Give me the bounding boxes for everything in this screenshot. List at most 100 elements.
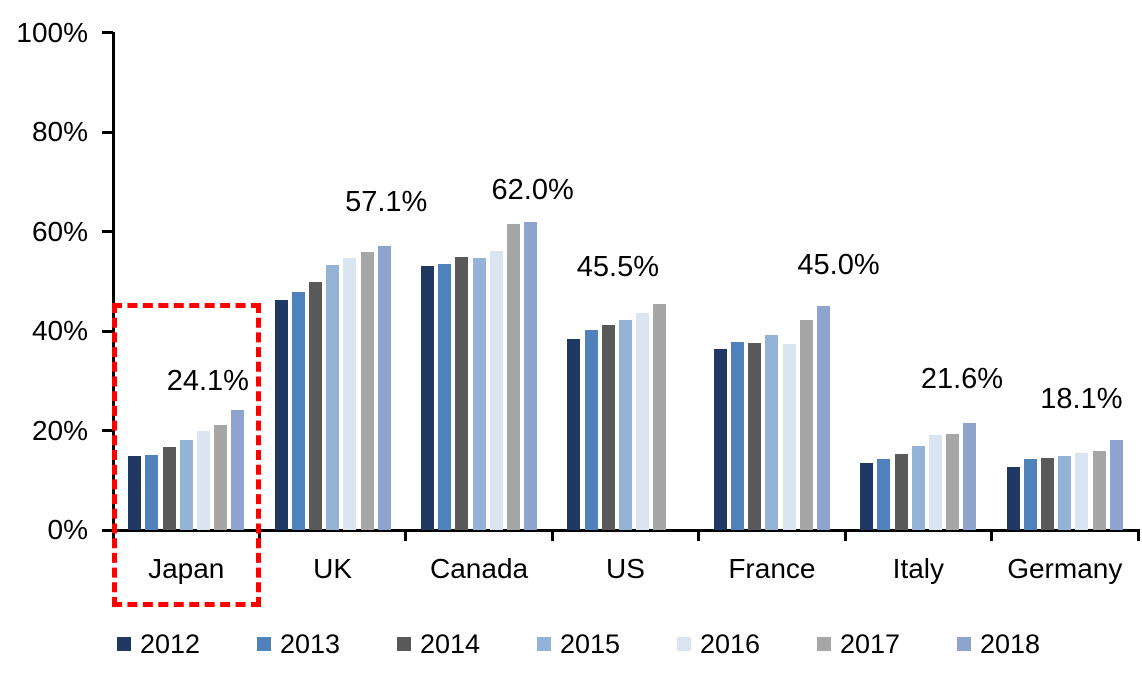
legend-label-2016: 2016 (700, 629, 761, 659)
y-axis-tick-label: 60% (31, 215, 88, 247)
bar-france-2012 (713, 348, 727, 530)
y-axis-tick (102, 329, 113, 333)
bar-germany-2015 (1058, 455, 1072, 530)
bar-us-2016 (636, 312, 650, 530)
bar-italy-2015 (911, 445, 925, 530)
bar-uk-2017 (360, 252, 374, 530)
y-axis-tick (102, 31, 113, 34)
legend-swatch-2014 (397, 637, 411, 651)
legend-swatch-2017 (817, 637, 831, 651)
y-axis-tick-label: 0% (47, 514, 88, 545)
y-axis-tick (102, 528, 113, 532)
bar-japan-2012 (128, 456, 142, 530)
x-axis-line (111, 528, 1140, 532)
bar-us-2015 (619, 319, 632, 530)
y-axis-tick-label: 40% (31, 315, 88, 346)
bar-italy-2014 (894, 453, 908, 530)
legend-label-2014: 2014 (420, 629, 481, 659)
y-axis-tick-label: 100% (16, 16, 88, 48)
x-axis-tick (843, 530, 847, 541)
x-axis-label-france: France (728, 553, 816, 584)
x-axis-tick (404, 530, 408, 541)
data-label-us: 45.5% (576, 250, 660, 283)
bar-japan-2017 (214, 425, 228, 530)
x-axis-tick (990, 530, 994, 541)
bar-germany-2014 (1041, 458, 1055, 530)
x-axis-tick (697, 530, 701, 541)
bar-italy-2013 (877, 459, 891, 530)
bar-canada-2016 (489, 250, 503, 530)
bar-japan-2016 (196, 430, 210, 530)
bar-us-2012 (567, 339, 581, 530)
x-axis-tick (550, 530, 554, 541)
bar-japan-2013 (145, 454, 159, 530)
bar-uk-2014 (308, 282, 322, 530)
legend-label-2017: 2017 (840, 629, 901, 659)
bar-germany-2012 (1006, 466, 1020, 530)
y-axis-tick-label: 20% (31, 414, 88, 446)
bar-us-2017 (653, 303, 667, 530)
y-axis-line (111, 31, 115, 533)
bar-france-2013 (731, 342, 745, 530)
bar-france-2014 (748, 342, 762, 530)
bar-japan-2015 (179, 439, 193, 530)
y-axis-tick (102, 429, 113, 432)
bar-italy-2017 (946, 433, 960, 530)
bar-canada-2017 (506, 223, 520, 530)
legend-swatch-2013 (257, 637, 271, 651)
bar-italy-2012 (860, 462, 874, 530)
y-axis-tick (102, 130, 113, 134)
bar-germany-2017 (1092, 450, 1106, 530)
data-label-uk: 57.1% (345, 185, 428, 218)
legend-item-2012: 2012 (117, 628, 200, 660)
data-label-france: 45.0% (797, 249, 880, 282)
legend-label-2015: 2015 (560, 629, 621, 659)
bar-france-2016 (782, 344, 796, 530)
x-axis-label-uk: UK (313, 553, 353, 584)
legend-item-2018: 2018 (957, 628, 1040, 660)
bar-uk-2015 (326, 265, 340, 530)
legend-item-2013: 2013 (257, 628, 340, 660)
x-axis-label-italy: Italy (892, 553, 945, 584)
legend-label-2018: 2018 (980, 629, 1041, 659)
bar-uk-2012 (274, 299, 288, 530)
bar-canada-2015 (472, 258, 486, 530)
bar-canada-2014 (455, 257, 469, 530)
bar-uk-2013 (291, 292, 305, 530)
legend-swatch-2016 (677, 637, 691, 651)
legend-label-2013: 2013 (280, 629, 341, 659)
bar-germany-2016 (1075, 453, 1089, 530)
highlight-box-japan (112, 303, 261, 607)
legend-swatch-2018 (957, 637, 971, 651)
data-label-japan: 24.1% (166, 365, 249, 398)
bar-japan-2014 (162, 447, 176, 530)
data-label-italy: 21.6% (920, 362, 1004, 395)
data-label-canada: 62.0% (491, 173, 574, 206)
bar-uk-2016 (343, 257, 357, 530)
bar-us-2013 (584, 329, 598, 530)
bar-us-2014 (601, 325, 615, 530)
legend-item-2017: 2017 (817, 628, 900, 660)
x-axis-tick (1136, 530, 1140, 541)
x-axis-label-japan: Japan (148, 553, 225, 584)
bar-canada-2013 (438, 264, 452, 530)
x-axis-label-us: US (606, 553, 645, 584)
legend-item-2016: 2016 (677, 628, 760, 660)
legend-item-2014: 2014 (397, 628, 480, 660)
bar-germany-2018 (1109, 439, 1123, 530)
legend-swatch-2012 (117, 637, 131, 651)
bar-italy-2016 (929, 435, 943, 530)
data-label-germany: 18.1% (1040, 382, 1123, 415)
legend-item-2015: 2015 (537, 628, 620, 660)
y-axis-tick (102, 230, 113, 233)
bar-germany-2013 (1023, 459, 1037, 530)
bar-uk-2018 (377, 245, 391, 530)
legend-swatch-2015 (537, 637, 551, 651)
x-axis-label-canada: Canada (430, 553, 529, 584)
bar-japan-2018 (231, 410, 245, 530)
bar-france-2018 (817, 306, 831, 530)
x-axis-label-germany: Germany (1007, 553, 1123, 584)
bar-canada-2012 (420, 266, 434, 530)
